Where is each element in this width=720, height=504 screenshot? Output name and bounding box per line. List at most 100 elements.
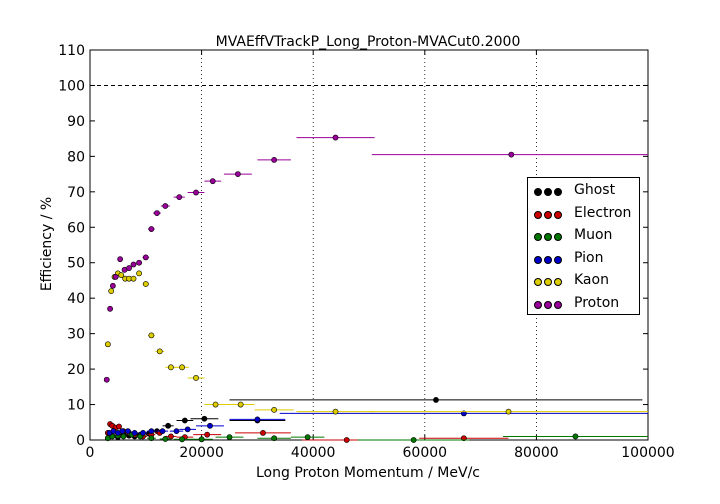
y-tick-label: 40 — [67, 291, 85, 307]
legend-dot — [534, 278, 542, 286]
electron-point — [260, 430, 266, 436]
electron-point — [168, 433, 174, 440]
muon-point — [148, 435, 155, 442]
muon-point — [572, 433, 579, 440]
x-tick-label: 20000 — [179, 445, 224, 461]
electron-point — [204, 431, 211, 438]
proton-point — [126, 265, 132, 271]
legend-dot — [544, 210, 552, 219]
ghost-point — [433, 397, 439, 403]
chart-title: MVAEffVTrackP_Long_Proton-MVACut0.2000 — [216, 34, 521, 50]
legend-marker-proton — [534, 300, 562, 309]
legend-item-pion: Pion — [528, 248, 639, 270]
legend-dot — [534, 300, 542, 309]
kaon-point — [104, 341, 111, 348]
kaon-point — [271, 406, 278, 413]
legend: Ghost Electron Muon Pion Kaon Proton — [527, 177, 640, 315]
muon-point — [271, 435, 278, 442]
kaon-point — [505, 408, 512, 415]
x-tick-label: 40000 — [291, 445, 336, 461]
proton-point — [103, 376, 110, 383]
pion-point — [131, 430, 138, 436]
proton-point — [271, 157, 278, 163]
muon-point — [410, 437, 417, 443]
y-tick-label: 90 — [67, 114, 85, 130]
legend-label-pion: Pion — [574, 249, 604, 266]
muon-point — [304, 434, 311, 441]
muon-point — [226, 434, 233, 441]
kaon-point — [193, 375, 199, 381]
pion-point — [159, 428, 166, 435]
legend-dot — [544, 300, 552, 309]
proton-point — [176, 194, 183, 201]
kaon-point — [130, 275, 137, 282]
kaon-point — [237, 401, 244, 408]
pion-point — [207, 422, 213, 429]
legend-dot — [534, 188, 542, 196]
legend-item-kaon: Kaon — [528, 270, 639, 292]
legend-marker-muon — [534, 233, 562, 241]
legend-dot — [554, 233, 562, 241]
kaon-point — [168, 364, 174, 371]
electron-point — [343, 437, 350, 443]
legend-dot — [544, 278, 552, 286]
y-tick-label: 0 — [76, 433, 85, 449]
pion-point — [125, 428, 131, 435]
legend-item-electron: Electron — [528, 203, 639, 225]
kaon-point — [332, 408, 339, 415]
proton-point — [136, 259, 143, 266]
legend-label-electron: Electron — [574, 204, 632, 221]
y-tick-label: 110 — [58, 43, 85, 59]
y-tick-label: 20 — [67, 362, 85, 378]
proton-point — [130, 261, 137, 268]
proton-point — [332, 134, 339, 141]
x-tick-label: 100000 — [621, 445, 674, 461]
legend-item-ghost: Ghost — [528, 180, 639, 202]
y-tick-label: 50 — [67, 256, 85, 272]
legend-label-kaon: Kaon — [574, 272, 609, 288]
muon-point — [179, 436, 185, 443]
proton-point — [209, 178, 216, 185]
legend-dot — [534, 210, 542, 219]
electron-point — [116, 423, 122, 430]
proton-point — [234, 171, 241, 177]
ghost-point — [201, 415, 208, 422]
pion-point — [140, 430, 146, 436]
legend-marker-ghost — [534, 188, 562, 196]
x-tick-label: 0 — [86, 445, 95, 461]
pion-point — [173, 428, 180, 435]
proton-point — [508, 151, 515, 158]
proton-point — [142, 254, 149, 261]
kaon-point — [118, 272, 125, 279]
muon-point — [120, 433, 127, 440]
legend-marker-pion — [534, 255, 562, 264]
y-tick-label: 60 — [67, 220, 85, 236]
proton-point — [112, 274, 119, 280]
legend-dot — [544, 188, 552, 196]
y-tick-label: 30 — [67, 327, 85, 343]
legend-label-muon: Muon — [574, 227, 613, 243]
x-axis-label: Long Proton Momentum / MeV/c — [256, 465, 480, 481]
pion-point — [119, 428, 126, 435]
proton-point — [109, 282, 116, 289]
y-tick-label: 70 — [67, 185, 85, 201]
y-tick-label: 10 — [67, 398, 85, 414]
legend-marker-electron — [534, 210, 562, 219]
legend-marker-kaon — [534, 278, 562, 286]
legend-dot — [554, 255, 562, 264]
proton-point — [148, 226, 155, 232]
legend-dot — [534, 233, 542, 241]
proton-point — [162, 203, 169, 209]
pion-point — [254, 416, 261, 423]
legend-label-ghost: Ghost — [574, 182, 616, 198]
kaon-point — [212, 401, 219, 408]
y-axis-label: Efficiency / % — [39, 197, 55, 291]
proton-point — [107, 305, 113, 312]
y-tick-label: 100 — [58, 78, 85, 94]
legend-item-proton: Proton — [528, 293, 639, 315]
kaon-point — [148, 332, 155, 339]
x-tick-label: 60000 — [403, 445, 448, 461]
proton-point — [117, 256, 124, 263]
legend-dot — [554, 300, 562, 309]
